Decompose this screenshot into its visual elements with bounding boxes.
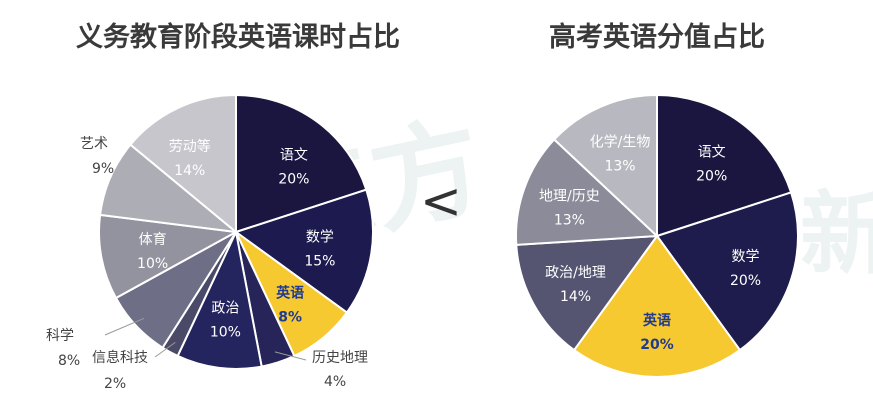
left-pie-chart: 语文 20% 数学 15%英语 8% 历史地理 4% 政治 10% 信息科技 2% 科学 8% 体育 10%…	[46, 93, 374, 392]
slice-value-label: 20%	[278, 171, 309, 187]
slice-category-label: 语文	[698, 145, 726, 161]
slice-value-label: 15%	[304, 253, 335, 269]
leader-line	[274, 351, 307, 361]
right-chart-title: 高考英语分值占比	[549, 21, 765, 53]
slice-value-label: 14%	[174, 163, 205, 179]
slice-category-label: 体育	[139, 232, 167, 248]
slice-category-label: 劳动等	[169, 138, 211, 155]
slice-category-label: 政治/地理	[545, 265, 606, 281]
pie-slice-left-7	[98, 213, 240, 300]
slice-value-label: 10%	[210, 324, 241, 340]
pie-slice-right-1	[655, 191, 799, 352]
pie-slice-left-4	[176, 228, 263, 370]
leader-line	[104, 317, 145, 336]
slice-category-label: 政治	[211, 300, 239, 316]
left-chart-title: 义务教育阶段英语课时占比	[76, 21, 400, 53]
slice-value-label: 2%	[104, 376, 126, 392]
slice-value-label: 20%	[730, 273, 761, 289]
less-than-sign: <	[420, 172, 462, 230]
slice-value-label: 14%	[560, 289, 591, 305]
slice-value-label: 4%	[324, 374, 346, 390]
slice-category-label: 信息科技	[92, 349, 148, 366]
svg-text:新: 新	[800, 182, 873, 287]
slice-value-label: 10%	[137, 256, 168, 272]
slice-value-label: 13%	[604, 159, 635, 175]
pie-slice-right-0	[656, 93, 793, 238]
slice-category-label: 化学/生物	[590, 135, 651, 151]
slice-value-label: 9%	[92, 161, 114, 177]
slice-category-label: 艺术	[80, 136, 108, 152]
slice-category-label: 语文	[280, 147, 308, 163]
leader-line	[154, 341, 176, 358]
slice-category-label: 英语	[275, 284, 304, 301]
slice-value-label: 8%	[278, 309, 302, 325]
slice-category-label: 英语	[642, 312, 671, 329]
slice-category-label: 数学	[732, 249, 760, 265]
pie-slice-left-1	[233, 188, 374, 314]
pie-slice-right-3	[515, 234, 660, 352]
slice-category-label: 数学	[306, 229, 334, 245]
pie-slice-right-4	[515, 138, 660, 246]
slice-category-label: 历史地理	[312, 350, 368, 366]
slice-value-label: 20%	[696, 169, 727, 185]
pie-slice-right-5	[552, 93, 658, 239]
slice-value-label: 8%	[58, 353, 80, 369]
slice-value-label: 20%	[640, 337, 674, 353]
pie-slice-right-2	[572, 234, 742, 378]
pie-slice-left-9	[129, 93, 237, 235]
slice-category-label: 地理/历史	[539, 189, 600, 205]
pie-slice-left-0	[235, 93, 368, 234]
slice-value-label: 13%	[554, 213, 585, 229]
slice-category-label: 科学	[46, 328, 74, 344]
